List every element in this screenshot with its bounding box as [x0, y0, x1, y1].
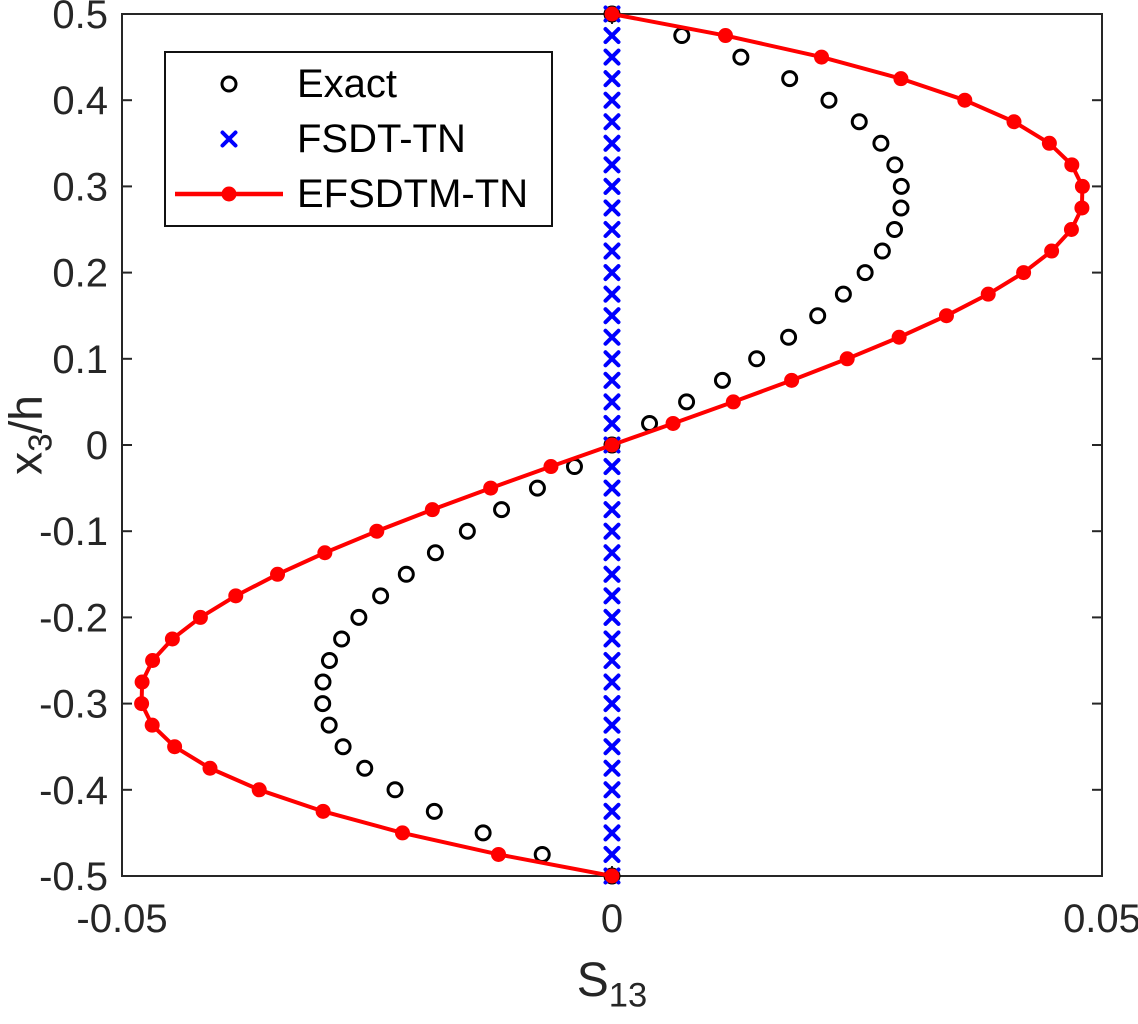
x-marker-icon [220, 130, 238, 147]
x-tick-label: 0 [601, 897, 623, 941]
y-axis-label-suffix: /h [0, 395, 52, 434]
x-axis-label-main: S [576, 953, 609, 1007]
x-axis-label-subscript: 13 [608, 976, 648, 1015]
legend: Exact FSDT-TN EFSDTM-TN [164, 51, 553, 227]
y-tick-label: -0.3 [39, 683, 108, 727]
legend-entry-fsdt-tn: FSDT-TN [166, 112, 551, 167]
y-axis-label: x3/h [0, 395, 60, 475]
y-tick-label: 0.3 [52, 165, 108, 209]
y-tick-label: 0.4 [52, 79, 108, 123]
y-tick-label: 0 [86, 424, 108, 468]
series-efsdtm-tn-markers [134, 6, 1090, 884]
y-axis-label-main: x [0, 451, 52, 475]
y-tick-label: -0.4 [39, 769, 108, 813]
y-tick-label: 0.2 [52, 252, 108, 296]
y-tick-label: -0.2 [39, 596, 108, 640]
legend-label-fsdt-tn: FSDT-TN [297, 117, 466, 161]
y-tick-label: 0.1 [52, 338, 108, 382]
legend-entry-exact: Exact [166, 57, 551, 112]
y-axis-label-subscript: 3 [22, 433, 60, 452]
y-tick-label: -0.5 [39, 855, 108, 899]
legend-entry-efsdtm-tn: EFSDTM-TN [166, 167, 551, 222]
open-circle-marker-icon [220, 75, 238, 92]
series-fsdt-tn-markers [603, 5, 621, 885]
y-tick-label: 0.5 [52, 0, 108, 37]
axis-ticks [121, 13, 1103, 877]
legend-label-exact: Exact [297, 62, 398, 106]
legend-label-efsdtm-tn: EFSDTM-TN [297, 172, 529, 216]
x-tick-label: 0.05 [1063, 897, 1138, 941]
line-dot-marker-icon [175, 186, 283, 201]
tick-labels: 0.5 0.4 0.3 0.2 0.1 0 -0.1 -0.2 -0.3 -0.4 -0.5-0.0… [39, 0, 1138, 941]
y-tick-label: -0.1 [39, 510, 108, 554]
x-axis-label: S13 [576, 953, 648, 1015]
x-tick-label: -0.05 [76, 897, 167, 941]
